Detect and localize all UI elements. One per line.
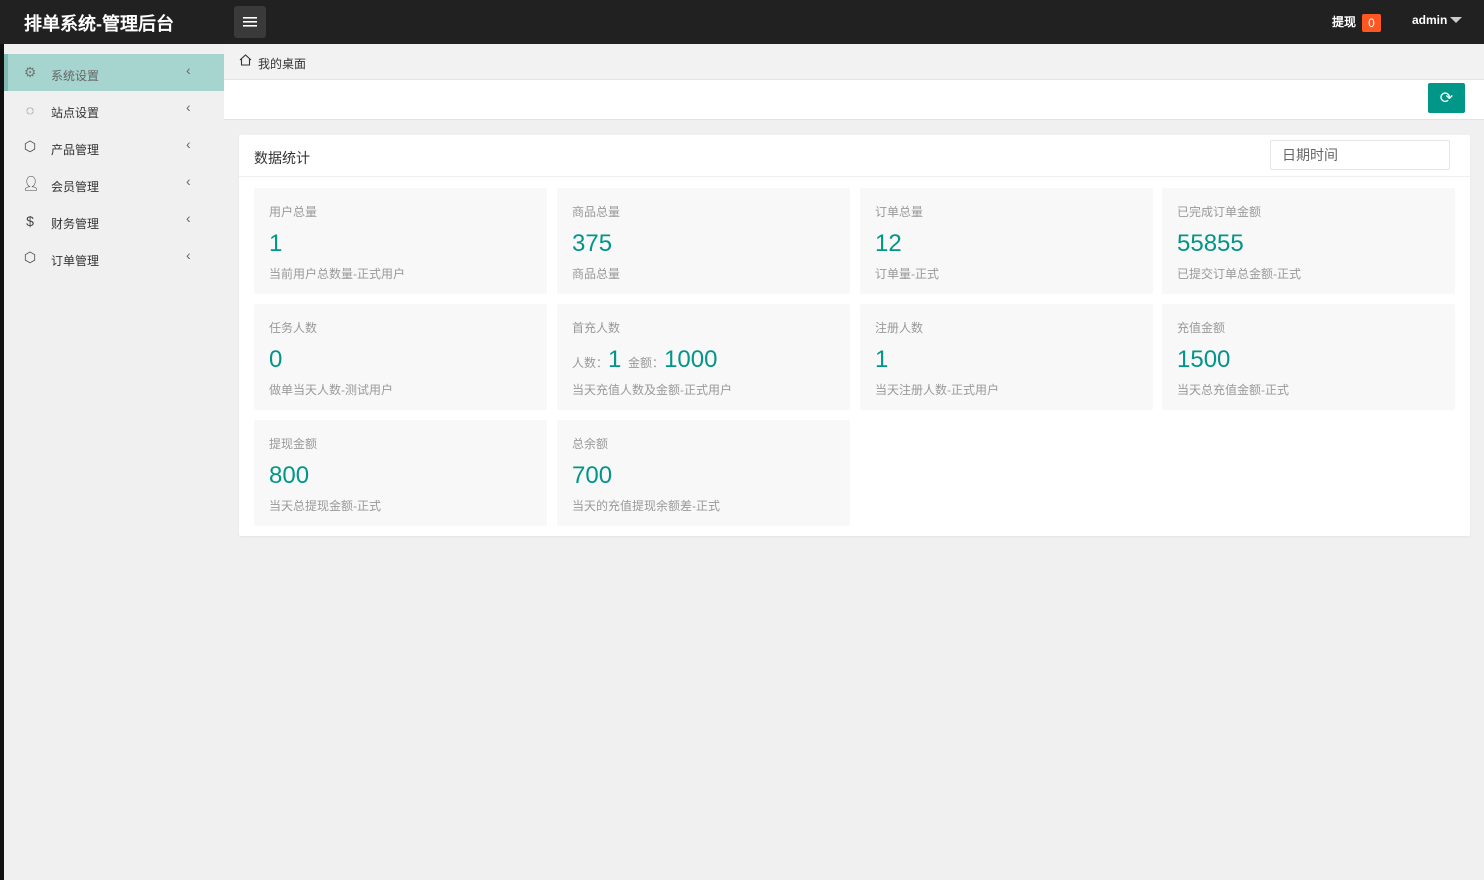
stat-desc: 当天总提现金额-正式	[269, 499, 381, 513]
amount-value: 1000	[664, 346, 718, 373]
stat-value: 800	[269, 462, 310, 489]
refresh-button[interactable]: ⟳	[1428, 83, 1465, 113]
stat-value: 0	[269, 346, 283, 373]
breadcrumb: 我的桌面	[224, 44, 1484, 80]
user-icon: 👤︎	[22, 175, 40, 191]
stat-desc: 已提交订单总金额-正式	[1177, 267, 1301, 281]
stat-title: 商品总量	[572, 205, 621, 219]
stat-value: 55855	[1177, 230, 1244, 257]
stat-desc: 当天充值人数及金额-正式用户	[572, 383, 732, 397]
menu-toggle-button[interactable]	[234, 6, 266, 38]
sidebar-item-label: 会员管理	[51, 180, 100, 194]
box-icon: ⬡	[23, 138, 37, 154]
sidebar-item-site-settings[interactable]: ◌ 站点设置 ‹	[4, 91, 224, 128]
stat-card: 任务人数 0 做单当天人数-测试用户	[254, 304, 547, 410]
breadcrumb-desktop[interactable]: 我的桌面	[258, 57, 307, 71]
stat-title: 充值金额	[1177, 321, 1226, 335]
people-label: 人数：	[572, 356, 609, 370]
withdraw-badge: 0	[1362, 14, 1381, 32]
top-header: 排单系统-管理后台 提现 0 admin	[0, 0, 1484, 44]
sidebar-item-label: 系统设置	[51, 69, 100, 83]
home-icon[interactable]	[239, 54, 252, 66]
box-icon: ⬡	[23, 249, 37, 265]
sidebar-item-system-settings[interactable]: ⚙ 系统设置 ‹	[4, 54, 224, 91]
stat-value: 人数：1 金额：1000	[572, 346, 717, 374]
stat-card: 首充人数人数：1 金额：1000 当天充值人数及金额-正式用户	[557, 304, 850, 410]
dollar-icon: $	[26, 212, 34, 229]
stats-panel: 数据统计 用户总量1当前用户总数量-正式用户商品总量375商品总量订单总量12订…	[239, 135, 1470, 536]
user-menu[interactable]: admin	[1412, 13, 1448, 27]
stat-title: 用户总量	[269, 205, 318, 219]
stat-title: 任务人数	[269, 321, 318, 335]
chevron-left-icon: ‹	[186, 136, 191, 152]
stat-desc: 当天的充值提现余额差-正式	[572, 499, 720, 513]
sidebar-item-label: 站点设置	[51, 106, 100, 120]
sidebar-item-finance[interactable]: $ 财务管理 ‹	[4, 202, 224, 239]
chevron-left-icon: ‹	[186, 99, 191, 115]
stat-card: 充值金额 1500 当天总充值金额-正式	[1162, 304, 1455, 410]
stat-card: 用户总量 1 当前用户总数量-正式用户	[254, 188, 547, 294]
stat-card: 已完成订单金额 55855 已提交订单总金额-正式	[1162, 188, 1455, 294]
stat-desc: 当天总充值金额-正式	[1177, 383, 1289, 397]
withdraw-link[interactable]: 提现	[1332, 15, 1357, 29]
stat-value: 1500	[1177, 346, 1231, 373]
stat-card: 注册人数 1 当天注册人数-正式用户	[860, 304, 1153, 410]
stat-value: 375	[572, 230, 613, 257]
refresh-icon: ⟳	[1439, 90, 1454, 107]
date-time-input[interactable]	[1270, 140, 1450, 170]
hamburger-icon	[243, 17, 257, 27]
stat-card: 总余额 700 当天的充值提现余额差-正式	[557, 420, 850, 526]
amount-label: 金额：	[628, 356, 665, 370]
sidebar-item-orders[interactable]: ⬡ 订单管理 ‹	[4, 239, 224, 276]
caret-down-icon[interactable]	[1450, 17, 1462, 23]
stat-title: 总余额	[572, 437, 609, 451]
stat-value: 1	[269, 230, 283, 257]
stat-title: 提现金额	[269, 437, 318, 451]
stat-value: 1	[875, 346, 889, 373]
sidebar: ⚙ 系统设置 ‹ ◌ 站点设置 ‹ ⬡ 产品管理 ‹ 👤︎ 会员管理 ‹ $ 财务管理 ‹ ⬡ 订单管…	[4, 54, 224, 276]
panel-title: 数据统计	[254, 150, 310, 166]
stat-card: 提现金额 800 当天总提现金额-正式	[254, 420, 547, 526]
sidebar-item-label: 财务管理	[51, 217, 100, 231]
stat-desc: 订单量-正式	[875, 267, 939, 281]
people-value: 1	[608, 346, 622, 373]
stat-title: 注册人数	[875, 321, 924, 335]
stat-desc: 当天注册人数-正式用户	[875, 383, 999, 397]
stat-value: 12	[875, 230, 902, 257]
sidebar-item-products[interactable]: ⬡ 产品管理 ‹	[4, 128, 224, 165]
chevron-left-icon: ‹	[186, 210, 191, 226]
sidebar-item-label: 产品管理	[51, 143, 100, 157]
stat-title: 已完成订单金额	[1177, 205, 1262, 219]
stat-desc: 做单当天人数-测试用户	[269, 383, 393, 397]
app-title: 排单系统-管理后台	[24, 14, 174, 34]
stat-value: 700	[572, 462, 613, 489]
stat-card: 商品总量 375 商品总量	[557, 188, 850, 294]
chevron-left-icon: ‹	[186, 62, 191, 78]
toolbar: ⟳	[224, 80, 1484, 120]
chevron-left-icon: ‹	[186, 173, 191, 189]
stat-title: 首充人数	[572, 321, 621, 335]
stat-desc: 当前用户总数量-正式用户	[269, 267, 405, 281]
stat-title: 订单总量	[875, 205, 924, 219]
stat-card: 订单总量 12 订单量-正式	[860, 188, 1153, 294]
left-edge	[0, 44, 4, 880]
sidebar-item-members[interactable]: 👤︎ 会员管理 ‹	[4, 165, 224, 202]
stat-desc: 商品总量	[572, 267, 621, 281]
sidebar-item-label: 订单管理	[51, 254, 100, 268]
network-icon: ◌	[25, 101, 35, 118]
gear-icon: ⚙	[23, 64, 37, 80]
chevron-left-icon: ‹	[186, 247, 191, 263]
